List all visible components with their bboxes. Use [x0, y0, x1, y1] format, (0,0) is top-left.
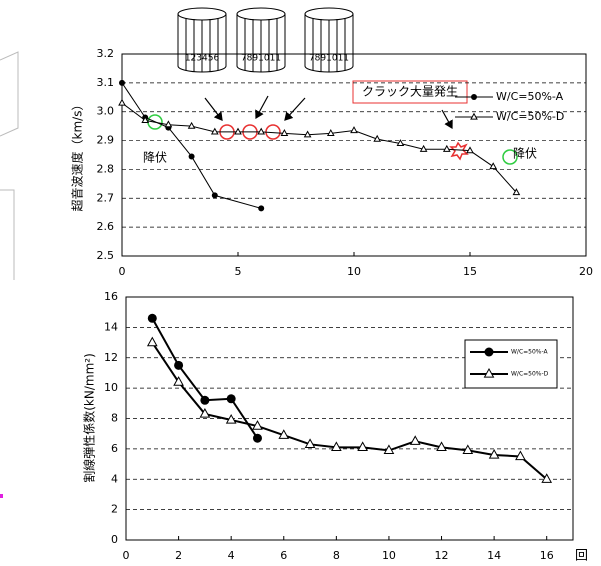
x-tick-label: 6 [280, 549, 287, 562]
x-tick-label: 0 [119, 265, 126, 278]
x-tick-label: 0 [123, 549, 130, 562]
x-tick-label: 14 [487, 549, 501, 562]
marker [258, 205, 264, 211]
marker [174, 361, 183, 370]
marker [212, 192, 218, 198]
y-axis-title: 超音波速度（km/s） [70, 99, 85, 212]
legend-box [465, 340, 557, 388]
marker [351, 127, 357, 132]
y-tick-label: 3.0 [97, 105, 115, 118]
cylinder-label: 7891011 [309, 54, 349, 64]
page: 2.52.62.72.82.93.03.13.205101520超音波速度（km… [0, 0, 601, 566]
annotation: クラック大量発生 [362, 85, 458, 99]
marker [119, 100, 125, 105]
marker [411, 436, 420, 444]
legend-label: W/C=50%-A [496, 90, 564, 103]
y-tick-label: 3.1 [97, 76, 115, 89]
marker [253, 434, 262, 443]
y-tick-label: 2.8 [97, 162, 115, 175]
y-tick-label: 8 [111, 412, 118, 425]
y-tick-label: 2.6 [97, 220, 115, 233]
marker [189, 153, 195, 159]
series-line [122, 83, 261, 209]
left-fragment-dot [0, 494, 3, 498]
y-tick-label: 6 [111, 442, 118, 455]
y-tick-label: 4 [111, 472, 118, 485]
legend-label: W/C=50%-A [511, 349, 549, 356]
y-tick-label: 2 [111, 503, 118, 516]
x-tick-label: 12 [435, 549, 449, 562]
series-line [122, 103, 516, 192]
cylinder-label: 7891011 [241, 54, 281, 64]
x-tick-label: 10 [382, 549, 396, 562]
marker [444, 146, 450, 151]
legend-label: W/C=50%-D [496, 110, 564, 123]
legend-marker [471, 114, 477, 119]
annotation: 降伏 [143, 151, 167, 165]
marker [258, 129, 264, 134]
cylinder-label: 123456 [185, 54, 220, 64]
x-tick-label: 2 [175, 549, 182, 562]
marker [148, 338, 157, 346]
x-tick-label: 15 [463, 265, 477, 278]
marker [227, 394, 236, 403]
legend-marker [485, 348, 494, 357]
marker [200, 396, 209, 405]
y-tick-label: 2.7 [97, 191, 115, 204]
x-tick-label: 20 [579, 265, 593, 278]
x-tick-label: 8 [333, 549, 340, 562]
y-axis-title: 割線弾性係数(kN/mm²) [82, 353, 97, 483]
legend-label: W/C=50%-D [511, 371, 549, 378]
highlight-circles [148, 115, 517, 164]
y-tick-label: 0 [111, 533, 118, 546]
x-tick-label: 5 [235, 265, 242, 278]
marker [490, 163, 496, 168]
marker [235, 129, 241, 134]
x-tick-label: 16 [540, 549, 554, 562]
marker [119, 80, 125, 86]
x-tick-label: 4 [228, 549, 235, 562]
y-tick-label: 10 [104, 381, 118, 394]
y-tick-label: 14 [104, 320, 118, 333]
marker [148, 314, 157, 323]
y-tick-label: 12 [104, 351, 118, 364]
y-tick-label: 2.5 [97, 249, 115, 262]
series-line [152, 318, 257, 438]
x-unit: 回 [575, 549, 588, 564]
x-tick-label: 10 [347, 265, 361, 278]
y-tick-label: 16 [104, 290, 118, 303]
left-fragment [0, 52, 18, 280]
y-tick-label: 3.2 [97, 47, 115, 60]
legend-marker [471, 94, 477, 100]
y-tick-label: 2.9 [97, 134, 115, 147]
annotation: 降伏 [513, 147, 537, 161]
